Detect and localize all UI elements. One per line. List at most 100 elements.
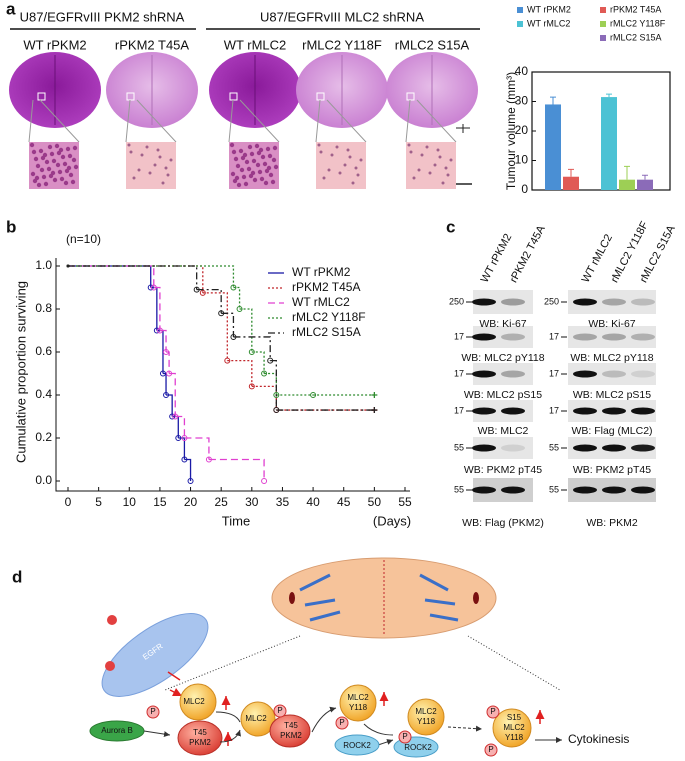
cell-nucleus [47,144,53,150]
cell-nucleus [260,154,266,160]
survival-step [227,359,253,387]
arrow [143,730,171,738]
cell-nucleus [158,155,162,159]
cell-nucleus [354,166,358,170]
protein [339,684,377,722]
phospho [273,704,287,718]
legend-swatch [600,7,606,13]
survival-step [184,437,210,460]
blot-band [602,486,626,494]
survival-step [175,415,186,438]
x-tick-label: 35 [276,495,290,509]
image-label: WT rPKM2 [23,37,86,52]
cell-nucleus [428,171,432,175]
cell-nucleus [270,179,276,185]
phospho [398,730,412,744]
mw-marker: 17 [454,368,464,378]
cell-nucleus [230,171,236,177]
zoom-image [406,142,456,189]
diagram-label: S15 [507,713,522,722]
axis-line [55,258,410,492]
diagram-label: PKM2 [280,731,302,740]
cell-nucleus [348,155,352,159]
diagram-label: MLC2 [415,707,437,716]
event-marker [199,289,206,296]
survival-step [153,286,161,331]
error-bar [624,165,630,180]
blot-caption: WB: Flag (PKM2) [462,517,544,529]
blot-caption: WB: MLC2 pS15 [464,389,542,401]
blot [473,326,533,348]
survival-step [251,351,265,374]
event-marker [248,349,255,355]
blot-band [602,407,626,415]
cell-nucleus [319,150,323,154]
cell-nucleus [40,155,46,161]
image-label: rMLC2 S15A [395,37,470,52]
cell-nucleus [343,163,347,167]
blot-band [631,370,655,378]
cell-nucleus [412,176,416,180]
blot-band [631,444,655,452]
y-tick-label: 40 [515,64,529,78]
zoom-line [164,635,301,691]
cell-nucleus [164,166,168,170]
cell-nucleus [31,149,37,155]
protein [179,683,217,721]
diagram-label: PKM2 [189,738,211,747]
phospho [486,705,500,719]
error-bar [642,174,648,180]
western-blots [466,290,656,502]
cell-nucleus [127,143,131,147]
blot [473,437,533,459]
zoom-line [136,99,177,143]
survival-step [68,265,198,290]
cell-nucleus [241,174,247,180]
x-tick-label: 0 [65,495,72,509]
blot-caption: WB: Ki-67 [588,318,635,330]
cell-nucleus [38,148,44,154]
cell-nucleus [239,167,245,173]
cell-nucleus [72,145,78,151]
bar [619,179,635,190]
cell-nucleus [409,150,413,154]
x-tick-label: 10 [123,495,137,509]
cell-nucleus [322,176,326,180]
cell-nucleus [71,157,77,163]
legend-swatch [517,7,523,13]
blot-band [573,298,597,306]
kinase [334,734,380,756]
blot-band [472,444,496,452]
survival-step [208,458,265,481]
blot-band [472,370,496,378]
cell-nucleus [44,159,50,165]
diagram-label: MLC2 [245,714,267,723]
survival-step [162,372,167,395]
cell-nucleus [231,149,237,155]
legend-label: rPKM2 T45A [610,4,661,14]
diagram-label: P [277,706,282,715]
protein [407,698,445,736]
zoom-line [28,99,34,143]
cell-nucleus [64,168,70,174]
mw-marker: 17 [454,331,464,341]
x-tick-label: 45 [337,495,351,509]
survival-step [196,289,222,314]
cell-nucleus [59,176,65,182]
panel-label: a [6,0,16,18]
zoom-line [315,99,321,143]
blot-band [631,333,655,341]
blot-band [573,444,597,452]
y-axis-label: Cumulative proportion surviving [13,281,28,463]
cell-nucleus [60,154,66,160]
cell-nucleus [433,163,437,167]
cell-nucleus [449,158,453,162]
error-bar [606,93,612,98]
cell-nucleus [259,176,265,182]
blot-band [631,298,655,306]
legend-label: WT rPKM2 [292,265,351,279]
event-marker [261,370,268,377]
blot-band [501,407,525,415]
ligand [105,661,115,671]
event-marker [187,478,194,484]
